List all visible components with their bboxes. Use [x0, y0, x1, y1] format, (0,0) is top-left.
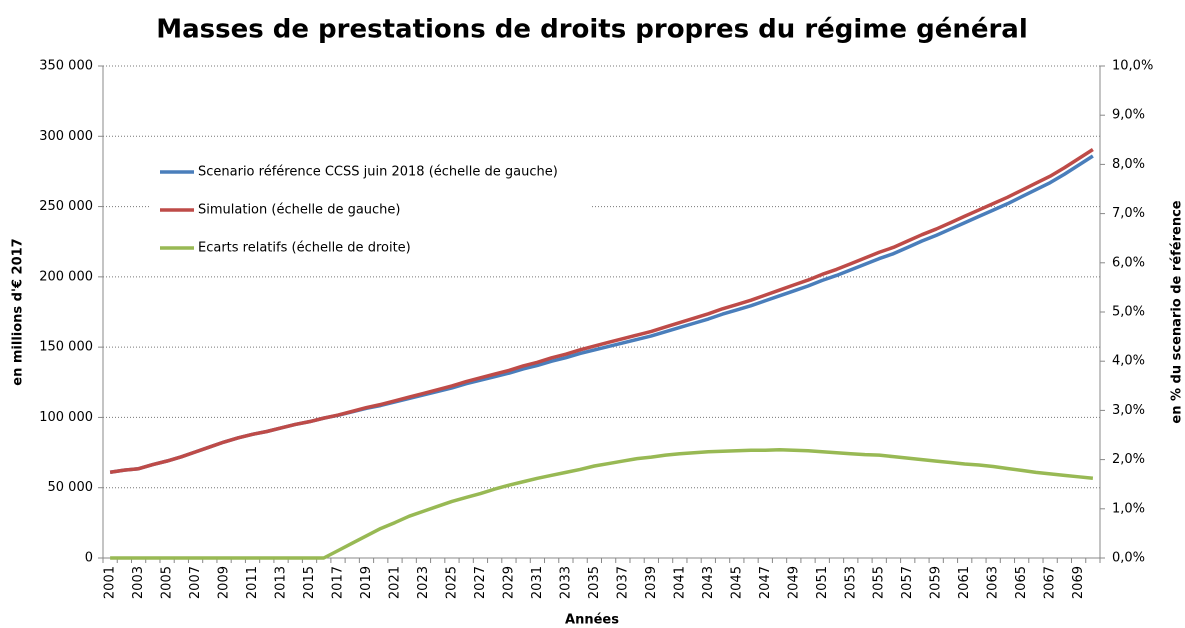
y2-tick-label: 3,0% [1112, 403, 1145, 418]
x-tick-label: 2057 [900, 566, 915, 599]
x-tick-label: 2009 [217, 566, 232, 599]
x-tick-label: 2067 [1043, 566, 1058, 599]
y2-tick-label: 10,0% [1112, 59, 1153, 74]
y-tick-label: 100 000 [39, 410, 93, 425]
x-tick-label: 2001 [103, 566, 118, 599]
x-tick-label: 2063 [986, 566, 1001, 599]
x-tick-label: 2025 [444, 566, 459, 599]
y2-axis-title: en % du scenario de référence [1170, 200, 1185, 423]
y2-tick-label: 9,0% [1112, 108, 1145, 123]
y2-tick-label: 6,0% [1112, 255, 1145, 270]
x-tick-label: 2005 [160, 566, 175, 599]
x-tick-label: 2049 [786, 566, 801, 599]
x-tick-label: 2023 [416, 566, 431, 599]
y-tick-label: 50 000 [48, 480, 94, 495]
x-tick-label: 2035 [587, 566, 602, 599]
x-tick-label: 2019 [359, 566, 374, 599]
x-tick-label: 2053 [843, 566, 858, 599]
x-tick-label: 2013 [274, 566, 289, 599]
x-tick-label: 2059 [929, 566, 944, 599]
y2-tick-label: 7,0% [1112, 206, 1145, 221]
x-tick-label: 2031 [530, 566, 545, 599]
x-tick-label: 2003 [131, 566, 146, 599]
y-tick-label: 350 000 [39, 59, 93, 74]
y-tick-label: 300 000 [39, 129, 93, 144]
x-tick-label: 2039 [644, 566, 659, 599]
y2-tick-label: 8,0% [1112, 157, 1145, 172]
x-tick-label: 2047 [758, 566, 773, 599]
x-tick-label: 2015 [302, 566, 317, 599]
x-tick-label: 2065 [1014, 566, 1029, 599]
x-tick-label: 2021 [387, 566, 402, 599]
x-tick-label: 2041 [672, 566, 687, 599]
y2-tick-label: 2,0% [1112, 452, 1145, 467]
series-line [110, 448, 1094, 560]
x-tick-label: 2045 [729, 566, 744, 599]
series-line [109, 148, 1094, 474]
x-tick-label: 2037 [615, 566, 630, 599]
x-tick-label: 2029 [501, 566, 516, 599]
x-axis-title: Années [565, 613, 619, 628]
legend-label: Scenario référence CCSS juin 2018 (échel… [198, 165, 558, 180]
x-tick-label: 2051 [815, 566, 830, 599]
x-tick-label: 2055 [872, 566, 887, 599]
x-tick-label: 2069 [1071, 566, 1086, 599]
y-tick-label: 250 000 [39, 199, 93, 214]
legend-label: Simulation (échelle de gauche) [198, 203, 400, 218]
x-tick-label: 2061 [957, 566, 972, 599]
chart-title: Masses de prestations de droits propres … [156, 15, 1028, 45]
x-tick-label: 2011 [245, 566, 260, 599]
legend-background [150, 155, 590, 267]
x-tick-label: 2027 [473, 566, 488, 599]
x-tick-label: 2043 [701, 566, 716, 599]
y-tick-label: 200 000 [39, 269, 93, 284]
x-tick-label: 2007 [188, 566, 203, 599]
x-tick-label: 2017 [331, 566, 346, 599]
y2-tick-label: 4,0% [1112, 354, 1145, 369]
y-tick-label: 150 000 [39, 340, 93, 355]
y2-tick-label: 1,0% [1112, 501, 1145, 516]
y2-tick-label: 5,0% [1112, 305, 1145, 320]
legend-label: Ecarts relatifs (échelle de droite) [198, 241, 411, 256]
x-tick-label: 2033 [558, 566, 573, 599]
y2-tick-label: 0,0% [1112, 551, 1145, 566]
y-tick-label: 0 [85, 551, 93, 566]
y-axis-title: en millions d'€ 2017 [11, 238, 26, 385]
